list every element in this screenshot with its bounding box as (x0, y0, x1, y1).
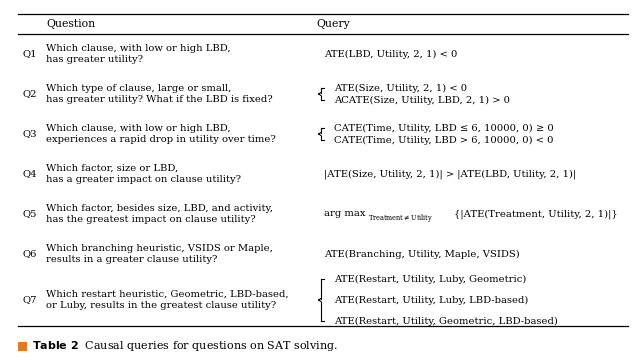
Text: Q7: Q7 (23, 295, 37, 304)
Text: {|ATE(Treatment, Utility, 2, 1)|}: {|ATE(Treatment, Utility, 2, 1)|} (454, 209, 618, 219)
Text: Question: Question (46, 19, 95, 29)
Text: ATE(LBD, Utility, 2, 1) < 0: ATE(LBD, Utility, 2, 1) < 0 (324, 50, 458, 59)
Text: Which type of clause, large or small,: Which type of clause, large or small, (46, 84, 232, 93)
Text: or Luby, results in the greatest clause utility?: or Luby, results in the greatest clause … (46, 301, 276, 310)
Text: ATE(Restart, Utility, Geometric, LBD-based): ATE(Restart, Utility, Geometric, LBD-bas… (334, 316, 558, 325)
Text: Which restart heuristic, Geometric, LBD-based,: Which restart heuristic, Geometric, LBD-… (46, 290, 289, 299)
Text: ATE(Size, Utility, 2, 1) < 0: ATE(Size, Utility, 2, 1) < 0 (334, 83, 467, 93)
Text: arg max: arg max (324, 210, 365, 219)
Text: Q5: Q5 (23, 210, 37, 219)
Bar (18, 341, 27, 350)
Text: Query: Query (316, 19, 349, 29)
Text: has greater utility?: has greater utility? (46, 55, 143, 64)
Text: has greater utility? What if the LBD is fixed?: has greater utility? What if the LBD is … (46, 95, 273, 104)
Text: experiences a rapid drop in utility over time?: experiences a rapid drop in utility over… (46, 135, 276, 144)
Text: Q3: Q3 (23, 130, 37, 139)
Text: ATE(Restart, Utility, Luby, LBD-based): ATE(Restart, Utility, Luby, LBD-based) (334, 295, 529, 304)
Text: Which clause, with low or high LBD,: Which clause, with low or high LBD, (46, 124, 230, 133)
Text: Which branching heuristic, VSIDS or Maple,: Which branching heuristic, VSIDS or Mapl… (46, 244, 273, 253)
Text: ACATE(Size, Utility, LBD, 2, 1) > 0: ACATE(Size, Utility, LBD, 2, 1) > 0 (334, 96, 510, 105)
Text: Which clause, with low or high LBD,: Which clause, with low or high LBD, (46, 44, 230, 53)
Text: Which factor, size or LBD,: Which factor, size or LBD, (46, 164, 179, 173)
Text: CATE(Time, Utility, LBD > 6, 10000, 0) < 0: CATE(Time, Utility, LBD > 6, 10000, 0) <… (334, 135, 554, 144)
Text: CATE(Time, Utility, LBD ≤ 6, 10000, 0) ≥ 0: CATE(Time, Utility, LBD ≤ 6, 10000, 0) ≥… (334, 123, 554, 132)
Text: has the greatest impact on clause utility?: has the greatest impact on clause utilit… (46, 215, 255, 224)
Text: |ATE(Size, Utility, 2, 1)| > |ATE(LBD, Utility, 2, 1)|: |ATE(Size, Utility, 2, 1)| > |ATE(LBD, U… (324, 169, 576, 179)
Text: has a greater impact on clause utility?: has a greater impact on clause utility? (46, 175, 241, 184)
Text: Which factor, besides size, LBD, and activity,: Which factor, besides size, LBD, and act… (46, 204, 273, 213)
Text: Q4: Q4 (22, 169, 37, 178)
Text: Q6: Q6 (23, 249, 37, 258)
Text: $\bf{Table\ 2}$  Causal queries for questions on SAT solving.: $\bf{Table\ 2}$ Causal queries for quest… (32, 339, 338, 353)
Text: Q2: Q2 (23, 89, 37, 98)
Text: Treatment$\neq$Utility: Treatment$\neq$Utility (368, 212, 433, 224)
Text: ATE(Restart, Utility, Luby, Geometric): ATE(Restart, Utility, Luby, Geometric) (334, 274, 526, 283)
Text: Q1: Q1 (22, 50, 37, 59)
Text: ATE(Branching, Utility, Maple, VSIDS): ATE(Branching, Utility, Maple, VSIDS) (324, 249, 520, 258)
Text: results in a greater clause utility?: results in a greater clause utility? (46, 255, 218, 264)
